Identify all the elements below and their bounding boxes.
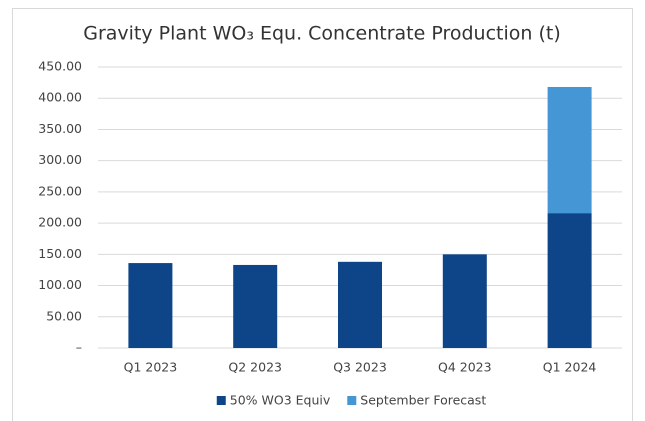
chart-title: Gravity Plant WO₃ Equ. Concentrate Produ… [83,23,561,45]
y-tick-label: 350.00 [38,121,82,136]
y-tick-label: 300.00 [38,152,82,167]
bar-segment [547,86,592,214]
bar-segment [128,263,173,348]
y-tick-label: 400.00 [38,90,82,105]
y-tick-label: – [76,340,82,355]
y-tick-label: 200.00 [38,215,82,230]
bar-segment [442,254,487,348]
legend-label: 50% WO3 Equiv [230,393,331,408]
x-tick-label: Q3 2023 [333,360,387,375]
chart-frame [12,8,633,421]
bar-segment [233,264,278,348]
x-tick-label: Q4 2023 [438,360,492,375]
legend-swatch [216,396,226,405]
y-tick-label: 450.00 [38,59,82,74]
y-tick-label: 250.00 [38,183,82,198]
y-tick-label: 150.00 [38,246,82,261]
bar-segment [547,213,592,348]
y-tick-label: 50.00 [46,308,82,323]
legend-swatch [347,396,357,405]
x-tick-label: Q2 2023 [228,360,282,375]
legend-label: September Forecast [360,393,486,408]
y-tick-label: 100.00 [38,277,82,292]
x-tick-label: Q1 2023 [124,360,178,375]
x-tick-label: Q1 2024 [543,360,597,375]
bar-segment [338,261,382,348]
